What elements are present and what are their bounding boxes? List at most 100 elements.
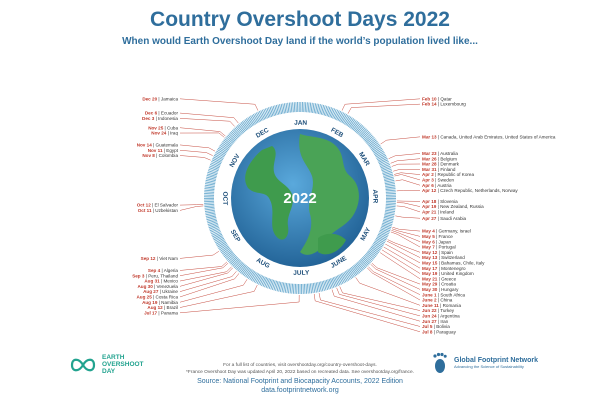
overshoot-date: Mar 13: [422, 134, 437, 139]
label-separator: |: [434, 183, 438, 188]
country-name: Venezuela: [157, 284, 179, 289]
country-label: Aug 31 | Mexico: [144, 279, 178, 284]
day-tick: [246, 269, 253, 279]
day-tick: [279, 104, 283, 115]
leader-line: [392, 226, 421, 232]
day-tick: [207, 170, 218, 174]
overshoot-date: Aug 19: [142, 300, 158, 305]
overshoot-date: Apr 3: [422, 178, 434, 183]
country-label: May 13 | Switzerland: [422, 255, 465, 260]
center-year: 2022: [283, 190, 316, 207]
day-tick: [276, 281, 280, 292]
day-tick: [334, 110, 340, 120]
overshoot-date: Aug 30: [137, 284, 153, 289]
leader-line: [391, 230, 421, 242]
leader-line: [179, 294, 300, 314]
day-tick: [372, 146, 382, 153]
country-name: Germany, Israel: [439, 229, 471, 234]
country-label: Dec 20 | Jamaica: [142, 96, 178, 101]
day-tick: [311, 283, 314, 294]
country-name: Bolivia: [436, 324, 450, 329]
day-tick: [335, 275, 341, 286]
day-tick: [377, 233, 388, 239]
country-name: Cuba: [167, 125, 178, 130]
day-tick: [263, 108, 268, 119]
day-tick: [382, 221, 393, 225]
day-tick: [271, 106, 275, 117]
country-label: Mar 31 | Finland: [422, 167, 456, 172]
day-tick: [320, 104, 325, 115]
day-tick: [375, 239, 385, 245]
leader-line: [370, 264, 421, 290]
day-tick: [245, 268, 252, 278]
day-tick: [364, 253, 374, 261]
day-tick: [383, 217, 394, 221]
label-separator: |: [434, 172, 438, 177]
day-tick: [291, 283, 294, 294]
day-tick: [231, 129, 240, 138]
day-tick: [385, 202, 396, 204]
day-tick: [286, 283, 289, 294]
day-tick: [372, 244, 381, 251]
day-tick: [310, 102, 313, 113]
overshoot-date: Jun 22: [422, 308, 437, 313]
overshoot-date: Aug 27: [143, 289, 159, 294]
day-tick: [385, 186, 396, 189]
overshoot-date: May 30: [422, 287, 438, 292]
day-tick: [379, 160, 389, 166]
day-tick: [241, 265, 249, 275]
day-tick: [322, 105, 326, 116]
day-tick: [205, 181, 216, 185]
country-label: Feb 10 | Qatar: [422, 96, 452, 101]
country-label: June 1 | South Africa: [422, 292, 466, 297]
day-tick: [362, 255, 371, 264]
day-tick: [208, 222, 218, 227]
day-tick: [381, 225, 391, 230]
label-separator: |: [160, 268, 164, 273]
day-tick: [368, 249, 378, 256]
leader-line: [386, 240, 421, 258]
overshoot-date: Feb 14: [422, 102, 437, 107]
country-name: Qatar: [440, 96, 452, 101]
day-tick: [260, 110, 266, 120]
country-label: May 19 | United Kingdom: [422, 271, 474, 276]
leader-line: [396, 190, 421, 192]
day-tick: [207, 221, 218, 225]
day-tick: [218, 242, 228, 249]
day-tick: [379, 229, 390, 235]
day-tick: [247, 270, 255, 280]
country-label: Mar 28 | Denmark: [422, 162, 460, 167]
day-tick: [327, 279, 332, 290]
country-name: Hungary: [441, 287, 459, 292]
day-tick: [232, 259, 241, 267]
country-name: Costa Rica: [156, 295, 179, 300]
day-tick: [378, 157, 388, 163]
day-tick: [342, 114, 349, 124]
day-tick: [221, 247, 231, 255]
overshoot-date: Jul 8: [422, 329, 433, 334]
day-tick: [241, 121, 249, 130]
footprint-icon: [433, 352, 447, 373]
day-tick: [378, 232, 388, 238]
day-tick: [385, 208, 396, 211]
footer-url[interactable]: data.footprintnetwork.org: [261, 387, 339, 394]
day-tick: [367, 138, 376, 146]
day-tick: [233, 260, 242, 269]
day-tick: [216, 240, 226, 247]
day-tick: [369, 140, 378, 148]
day-tick: [377, 156, 387, 162]
country-name: Japan: [439, 239, 452, 244]
label-separator: |: [157, 310, 161, 315]
day-tick: [209, 164, 220, 169]
label-separator: |: [437, 276, 441, 281]
label-separator: |: [436, 216, 440, 221]
day-tick: [212, 233, 223, 239]
leader-line: [179, 98, 259, 111]
overshoot-date: May 4: [422, 229, 435, 234]
day-tick: [253, 273, 260, 283]
day-tick: [340, 273, 347, 283]
country-name: Bahamas, Chile, Italy: [441, 260, 485, 265]
calendar-ticks: [203, 101, 397, 294]
country-label: Aug 27 | Ukraine: [143, 289, 178, 294]
label-separator: |: [152, 143, 156, 148]
